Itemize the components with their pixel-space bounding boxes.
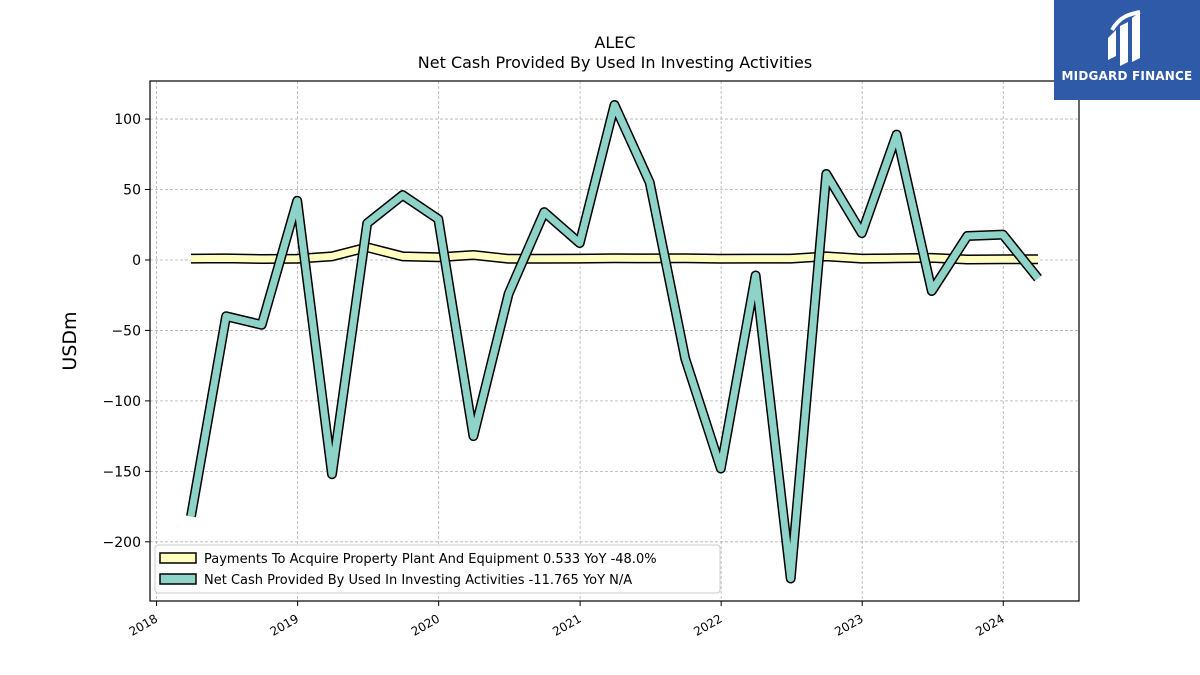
x-tick-label: 2019 [268,611,301,638]
legend-label: Net Cash Provided By Used In Investing A… [204,573,632,588]
legend-swatch [159,573,197,585]
x-tick-label: 2020 [409,611,442,638]
series-line [190,243,1038,263]
logo-text: MIDGARD FINANCE [1061,69,1193,83]
x-tick-label: 2024 [973,611,1006,638]
series-2 [186,100,1042,584]
chart-subtitle: Net Cash Provided By Used In Investing A… [418,53,812,72]
series-layer [186,100,1042,584]
chart-title: ALEC [594,33,635,52]
legend-swatch [159,552,197,564]
x-tick-label: 2022 [691,611,724,638]
x-tick-label: 2018 [127,611,160,638]
y-tick-label: −200 [103,535,141,551]
y-tick-label: 50 [123,183,141,199]
x-tick-label: 2023 [832,611,865,638]
legend-label: Payments To Acquire Property Plant And E… [204,552,657,567]
y-tick-label: −100 [103,394,141,410]
y-tick-label: −150 [103,464,141,480]
y-tick-label: −50 [111,323,141,339]
legend-box [154,544,721,594]
y-axis-label: USDm [59,311,81,370]
logo-mark-icon [1108,10,1141,66]
grid-lines [150,81,1079,601]
series-line [187,101,1041,582]
plot-frame [149,80,1080,602]
midgard-finance-logo: MIDGARD FINANCE [1054,0,1200,100]
series-1 [190,242,1038,265]
y-tick-label: 0 [132,253,141,269]
y-tick-label: 100 [114,112,141,128]
legend: Payments To Acquire Property Plant And E… [154,544,721,594]
x-tick-label: 2021 [550,611,583,638]
